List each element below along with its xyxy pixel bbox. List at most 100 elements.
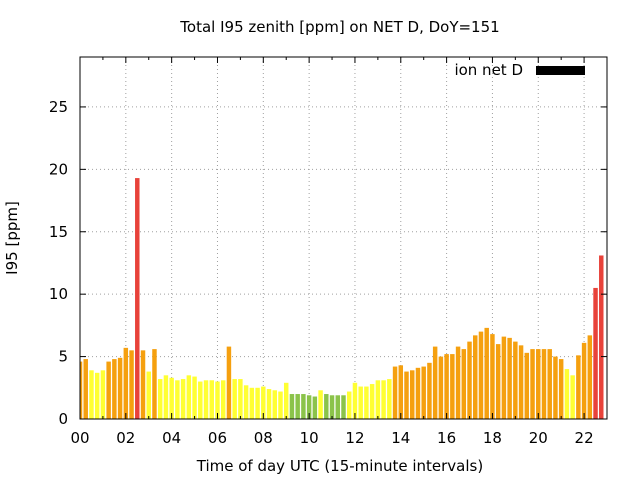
bar bbox=[398, 365, 404, 419]
bar bbox=[312, 396, 318, 419]
y-tick-label: 5 bbox=[58, 348, 68, 366]
bar bbox=[599, 255, 604, 419]
bar bbox=[587, 335, 593, 419]
bar bbox=[329, 395, 335, 419]
bar bbox=[438, 356, 444, 419]
grid bbox=[80, 57, 607, 419]
bar bbox=[518, 345, 524, 419]
bar bbox=[175, 380, 180, 419]
bar bbox=[553, 356, 558, 419]
bar bbox=[209, 380, 214, 419]
legend-label: ion net D bbox=[454, 61, 523, 79]
bar bbox=[169, 377, 174, 419]
bar bbox=[152, 349, 157, 419]
bar bbox=[163, 375, 169, 419]
bar bbox=[381, 380, 386, 419]
bar bbox=[272, 390, 277, 419]
bar bbox=[461, 349, 467, 419]
bar bbox=[444, 354, 449, 419]
bar bbox=[501, 336, 507, 419]
bar bbox=[324, 394, 329, 419]
bar bbox=[495, 344, 501, 419]
bar bbox=[255, 387, 260, 419]
bar bbox=[198, 381, 203, 419]
bar bbox=[117, 357, 123, 419]
bar bbox=[576, 355, 581, 419]
x-axis-title: Time of day UTC (15-minute intervals) bbox=[196, 457, 483, 475]
bar bbox=[570, 375, 575, 419]
bar bbox=[558, 359, 564, 419]
bar bbox=[410, 370, 415, 419]
bar bbox=[83, 359, 88, 419]
bar bbox=[295, 394, 300, 419]
bar bbox=[261, 386, 266, 419]
bar bbox=[89, 370, 94, 419]
bar bbox=[180, 379, 186, 419]
bar bbox=[318, 390, 323, 419]
bar bbox=[94, 372, 100, 419]
bars bbox=[80, 178, 604, 419]
bar bbox=[404, 371, 409, 419]
bar bbox=[278, 391, 283, 419]
bar bbox=[427, 362, 432, 419]
bar bbox=[232, 379, 237, 419]
x-tick-label: 18 bbox=[483, 429, 502, 447]
bar bbox=[112, 359, 117, 419]
plot-frame bbox=[79, 56, 608, 420]
bar bbox=[283, 382, 289, 419]
x-tick-label: 02 bbox=[116, 429, 135, 447]
bar bbox=[473, 335, 478, 419]
x-tick-label: 14 bbox=[391, 429, 410, 447]
bar bbox=[581, 342, 587, 419]
bar bbox=[186, 375, 192, 419]
bar bbox=[369, 384, 375, 419]
bar bbox=[547, 349, 552, 419]
bar bbox=[146, 371, 151, 419]
x-tick-label: 16 bbox=[437, 429, 456, 447]
bar bbox=[301, 394, 306, 419]
bar bbox=[243, 385, 249, 419]
x-tick-label: 04 bbox=[162, 429, 181, 447]
bar bbox=[364, 386, 369, 419]
bar bbox=[432, 346, 438, 419]
x-tick-label: 08 bbox=[254, 429, 273, 447]
x-tick-label: 20 bbox=[529, 429, 548, 447]
bar bbox=[249, 387, 255, 419]
chart-title: Total I95 zenith [ppm] on NET D, DoY=151 bbox=[179, 18, 499, 36]
legend-swatch bbox=[536, 66, 585, 75]
bar bbox=[467, 341, 472, 419]
y-tick-label: 20 bbox=[49, 160, 68, 178]
bar bbox=[387, 379, 392, 419]
bar bbox=[335, 395, 341, 419]
bar bbox=[490, 334, 495, 419]
bar bbox=[123, 347, 129, 419]
bar bbox=[346, 391, 352, 419]
x-tick-label: 22 bbox=[575, 429, 594, 447]
x-tick-label: 12 bbox=[345, 429, 364, 447]
bar bbox=[484, 327, 489, 419]
bar bbox=[513, 341, 518, 419]
bar bbox=[215, 381, 220, 419]
legend: ion net D bbox=[454, 61, 585, 79]
bar bbox=[106, 361, 111, 419]
bar bbox=[203, 380, 209, 419]
bar bbox=[564, 369, 570, 419]
bar bbox=[541, 349, 547, 419]
bar bbox=[306, 395, 312, 419]
bar bbox=[266, 389, 272, 419]
bar bbox=[80, 361, 83, 419]
bar bbox=[226, 346, 232, 419]
bar bbox=[289, 394, 295, 419]
bar bbox=[135, 178, 140, 419]
x-tick-label: 00 bbox=[70, 429, 89, 447]
bar bbox=[220, 380, 226, 419]
bar bbox=[129, 350, 134, 419]
bar bbox=[530, 349, 535, 419]
bar bbox=[375, 380, 381, 419]
x-tick-label: 10 bbox=[300, 429, 319, 447]
bar bbox=[593, 287, 598, 419]
bar bbox=[415, 367, 421, 419]
x-tick-label: 06 bbox=[208, 429, 227, 447]
bar bbox=[140, 350, 146, 419]
y-tick-label: 15 bbox=[49, 223, 68, 241]
